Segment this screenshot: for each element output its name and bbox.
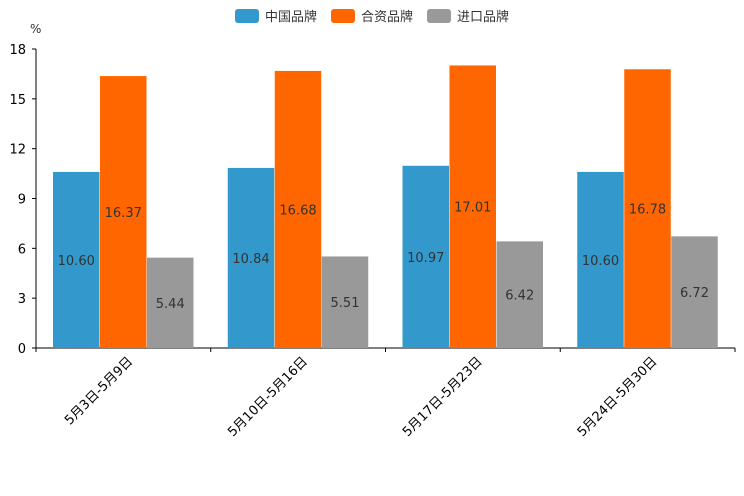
bar-value-label: 16.78: [629, 203, 666, 218]
x-category-label: 5月24日-5月30日: [575, 354, 661, 440]
bar: [53, 171, 100, 348]
bar-value-label: 6.42: [505, 289, 534, 304]
bar-value-label: 6.72: [680, 286, 709, 301]
y-tick-label: 9: [18, 193, 26, 208]
y-tick-label: 18: [9, 43, 26, 58]
bar-value-label: 10.60: [58, 254, 95, 269]
legend-label-domestic: 中国品牌: [264, 10, 317, 25]
bar-value-label: 10.97: [407, 251, 444, 266]
legend-label-joint-venture: 合资品牌: [360, 10, 413, 25]
bar-value-label: 10.84: [232, 252, 269, 267]
bar: [227, 167, 275, 348]
bar-value-label: 16.68: [279, 203, 316, 218]
x-category-label: 5月3日-5月9日: [62, 354, 136, 428]
y-tick-label: 12: [9, 143, 26, 158]
legend-swatch-joint-venture: [330, 8, 355, 23]
bar-value-label: 5.44: [156, 297, 185, 312]
legend-swatch-imported: [427, 8, 451, 23]
x-category-label: 5月10日-5月16日: [225, 354, 311, 440]
bar: [274, 70, 322, 348]
y-tick-label: 3: [18, 292, 26, 307]
bar: [496, 241, 543, 348]
legend-label-imported: 进口品牌: [457, 10, 510, 25]
bar: [449, 65, 496, 348]
y-tick-label: 6: [18, 242, 26, 257]
bar-value-label: 10.60: [582, 254, 619, 269]
legend-item-joint-venture[interactable]: 合资品牌: [330, 6, 413, 25]
bar: [624, 69, 671, 348]
bar-value-label: 16.37: [105, 206, 142, 221]
y-tick-label: 0: [18, 342, 26, 357]
bar: [147, 257, 194, 348]
y-tick-label: 15: [9, 93, 26, 108]
legend: 中国品牌 合资品牌 进口品牌: [0, 6, 744, 25]
bar: [402, 165, 449, 348]
bar-value-label: 17.01: [454, 201, 491, 216]
legend-item-imported[interactable]: 进口品牌: [427, 6, 509, 25]
y-axis-unit: %: [30, 22, 42, 36]
legend-swatch-domestic: [234, 8, 259, 23]
bar: [100, 76, 147, 348]
bar: [671, 236, 718, 348]
bar: [321, 256, 369, 348]
bar: [577, 171, 624, 348]
legend-item-domestic[interactable]: 中国品牌: [234, 6, 317, 25]
bar-value-label: 5.51: [331, 296, 360, 311]
x-category-label: 5月17日-5月23日: [400, 354, 486, 440]
